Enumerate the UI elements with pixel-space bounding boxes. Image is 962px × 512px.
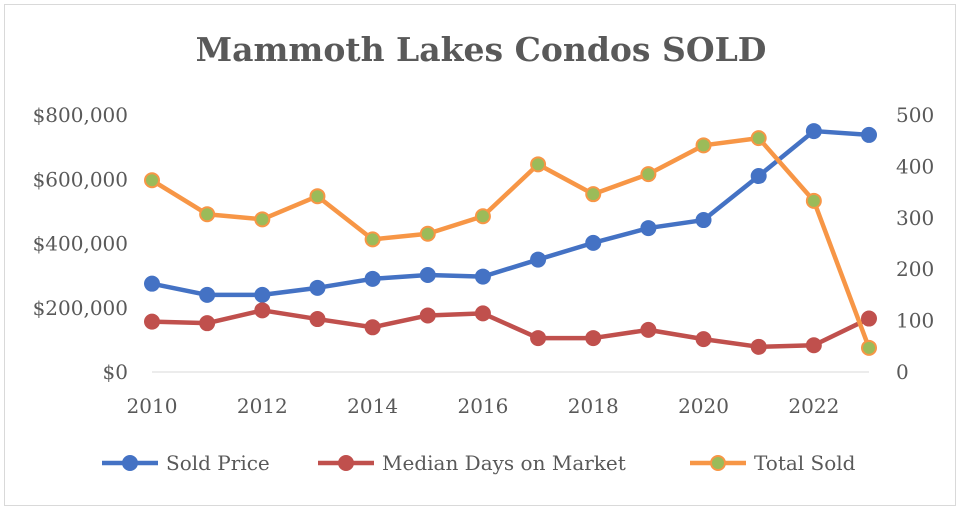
- data-point: [530, 330, 547, 347]
- legend-label: Sold Price: [166, 451, 270, 475]
- legend-entry: Total Sold: [690, 451, 856, 475]
- x-tick-label: 2022: [788, 394, 839, 418]
- series-line: [149, 135, 872, 351]
- data-point: [530, 251, 547, 268]
- y-right-tick-label: 500: [896, 103, 934, 127]
- y-right-tick-label: 200: [896, 257, 934, 281]
- data-point: [805, 337, 822, 354]
- data-point: [640, 166, 657, 183]
- data-point: [530, 156, 547, 173]
- data-point: [254, 286, 271, 303]
- data-point: [474, 208, 491, 225]
- data-point: [474, 305, 491, 322]
- data-point: [199, 315, 216, 332]
- data-point: [585, 186, 602, 203]
- legend-marker: [122, 455, 138, 471]
- series-line: [149, 308, 872, 350]
- data-point: [695, 137, 712, 154]
- data-point: [309, 279, 326, 296]
- legend-label: Median Days on Market: [382, 451, 626, 475]
- data-point: [419, 225, 436, 242]
- chart-title: Mammoth Lakes Condos SOLD: [195, 30, 767, 69]
- legend-entry: Median Days on Market: [318, 451, 626, 475]
- x-tick-label: 2010: [127, 394, 178, 418]
- data-point: [805, 123, 822, 140]
- legend-label: Total Sold: [754, 451, 856, 475]
- series-line: [149, 128, 872, 298]
- data-point: [199, 206, 216, 223]
- y-right-tick-label: 400: [896, 154, 934, 178]
- series-total-sold: [144, 130, 877, 356]
- data-point: [364, 270, 381, 287]
- data-point: [419, 266, 436, 283]
- legend-marker: [338, 455, 354, 471]
- data-point: [364, 231, 381, 248]
- data-point: [861, 339, 877, 356]
- data-point: [419, 307, 436, 324]
- data-point: [861, 310, 877, 327]
- y-left-tick-label: $600,000: [33, 167, 128, 191]
- data-point: [474, 268, 491, 285]
- series-sold-price: [144, 123, 877, 303]
- legend-marker: [710, 455, 726, 471]
- data-point: [585, 234, 602, 251]
- data-point: [144, 275, 160, 292]
- chart-frame: [4, 4, 956, 506]
- x-tick-label: 2012: [237, 394, 288, 418]
- data-point: [364, 319, 381, 336]
- y-left-tick-label: $200,000: [33, 296, 128, 320]
- x-tick-label: 2020: [678, 394, 729, 418]
- series-median-days-on-market: [144, 302, 877, 355]
- y-left-tick-label: $800,000: [33, 103, 128, 127]
- data-point: [254, 302, 271, 319]
- data-point: [861, 126, 877, 143]
- data-point: [750, 130, 767, 147]
- legend-entry: Sold Price: [102, 451, 270, 475]
- data-point: [585, 330, 602, 347]
- y-left-tick-label: $0: [103, 360, 128, 384]
- data-point: [805, 192, 822, 209]
- data-point: [640, 220, 657, 237]
- y-left-tick-label: $400,000: [33, 232, 128, 256]
- data-point: [199, 286, 216, 303]
- data-point: [695, 212, 712, 229]
- data-point: [750, 338, 767, 355]
- y-right-tick-label: 0: [896, 360, 909, 384]
- data-point: [750, 168, 767, 185]
- x-tick-label: 2018: [568, 394, 619, 418]
- data-point: [309, 188, 326, 205]
- data-point: [695, 331, 712, 348]
- x-tick-label: 2016: [457, 394, 508, 418]
- data-point: [144, 172, 160, 189]
- data-point: [309, 311, 326, 328]
- data-point: [144, 313, 160, 330]
- x-tick-label: 2014: [347, 394, 398, 418]
- y-right-tick-label: 300: [896, 206, 934, 230]
- data-point: [640, 321, 657, 338]
- data-point: [254, 211, 271, 228]
- y-right-tick-label: 100: [896, 309, 934, 333]
